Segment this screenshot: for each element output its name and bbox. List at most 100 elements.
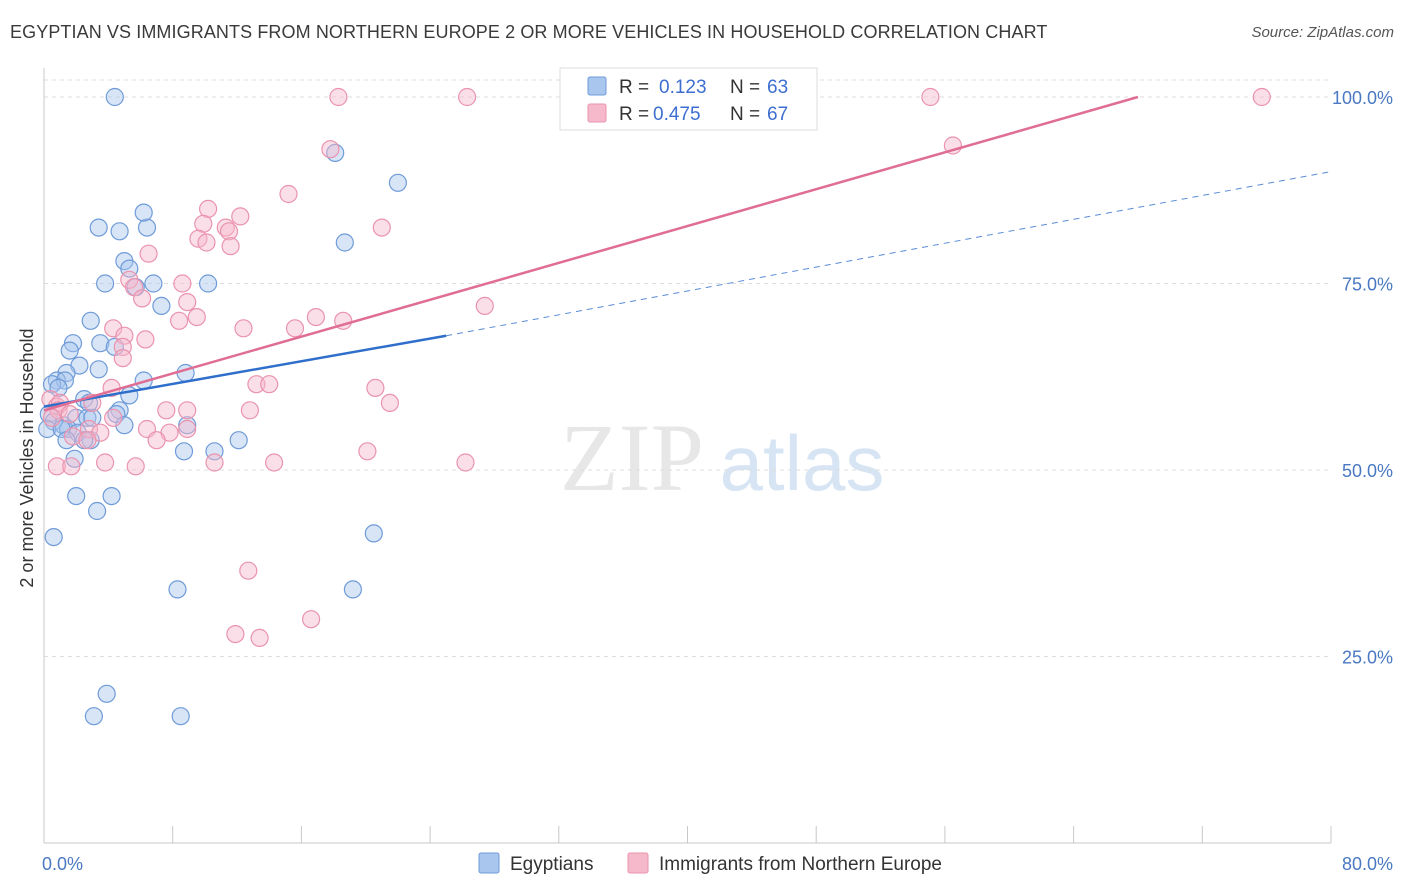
egyptians-point-21 [89, 360, 108, 379]
northern-europe-point-46 [240, 401, 259, 420]
northern-europe-point-66 [239, 561, 258, 580]
egyptians-point-53 [67, 487, 86, 506]
egyptians-point-57 [364, 524, 383, 543]
stats-legend-r-value-northern-europe: 0.475 [653, 104, 701, 125]
egyptians-point-11 [144, 274, 163, 293]
northern-europe-point-62 [95, 453, 115, 472]
watermark-zip: ZIP [560, 404, 704, 511]
northern-europe-point-63 [47, 457, 67, 476]
northern-europe-point-16 [139, 244, 158, 263]
egyptians-point-17 [91, 334, 110, 353]
egyptians-point-58 [168, 580, 187, 599]
y-tick-label-2: 75.0% [1342, 275, 1393, 295]
northern-europe-point-9 [372, 218, 391, 237]
series-legend-swatch-northern-europe [627, 852, 649, 874]
series-northern-europe-points [41, 87, 1271, 648]
northern-europe-point-2 [921, 87, 940, 107]
y-tick-label-0: 25.0% [1342, 648, 1393, 668]
northern-europe-point-36 [366, 378, 385, 397]
chart-source: Source: ZipAtlas.com [1251, 24, 1394, 41]
series-legend-swatch-egyptians [478, 852, 500, 874]
y-tick-label-3: 100.0% [1332, 88, 1393, 108]
stats-legend-r-label-northern-europe: R = [619, 104, 649, 125]
northern-europe-point-21 [178, 293, 197, 312]
watermark-atlas: atlas [720, 419, 885, 507]
northern-europe-point-38 [380, 393, 399, 412]
egyptians-point-2 [388, 173, 407, 192]
northern-europe-point-64 [62, 457, 81, 476]
egyptians-point-61 [84, 707, 104, 726]
northern-europe-point-4 [321, 140, 340, 159]
egyptians-point-22 [57, 363, 76, 383]
northern-europe-point-44 [178, 401, 197, 420]
egyptians-point-0 [105, 87, 124, 107]
stats-legend-n-value-northern-europe: 67 [767, 104, 788, 125]
series-legend-label-egyptians: Egyptians [510, 854, 593, 875]
northern-europe-point-35 [260, 375, 279, 394]
egyptians-point-7 [335, 233, 354, 252]
northern-europe-point-59 [205, 453, 224, 472]
northern-europe-point-49 [104, 408, 123, 427]
northern-europe-point-28 [285, 319, 305, 338]
northern-europe-point-3 [1252, 87, 1271, 107]
northern-europe-point-56 [78, 431, 97, 450]
egyptians-point-5 [137, 218, 157, 237]
series-legend: Egyptians Immigrants from Northern Europ… [478, 852, 942, 875]
egyptians-point-14 [152, 296, 171, 315]
northern-europe-point-58 [358, 442, 377, 461]
northern-europe-point-12 [219, 222, 239, 241]
egyptians-point-42 [178, 416, 197, 435]
northern-europe-point-24 [170, 311, 189, 330]
stats-legend-n-value-egyptians: 63 [767, 77, 788, 98]
egyptians-trend-line-extension [446, 171, 1332, 337]
egyptians-point-4 [110, 222, 129, 241]
northern-europe-point-6 [279, 184, 298, 204]
egyptians-point-19 [60, 341, 79, 360]
egyptians-point-12 [199, 274, 218, 293]
northern-europe-point-60 [265, 453, 284, 472]
chart-title: EGYPTIAN VS IMMIGRANTS FROM NORTHERN EUR… [10, 22, 1048, 42]
egyptians-point-54 [102, 487, 121, 506]
egyptians-point-41 [115, 416, 134, 435]
trend-lines [43, 95, 1332, 412]
northern-europe-trend-line [43, 95, 1139, 412]
stats-legend: R = 0.123 N = 63 R = 0.475 N = 67 [559, 67, 818, 131]
y-tick-labels: 25.0% 50.0% 75.0% 100.0% [1332, 88, 1393, 668]
northern-europe-point-8 [231, 207, 250, 226]
egyptians-point-50 [174, 442, 194, 461]
northern-europe-point-69 [302, 610, 321, 629]
stats-legend-swatch-egyptians [587, 76, 607, 96]
stats-legend-swatch-northern-europe [587, 103, 607, 123]
watermark: ZIP atlas [560, 404, 884, 511]
egyptians-point-39 [83, 408, 102, 427]
northern-europe-point-68 [250, 628, 269, 648]
egyptians-point-62 [171, 707, 190, 726]
egyptians-point-60 [97, 684, 116, 703]
northern-europe-point-30 [136, 330, 155, 349]
egyptians-point-56 [44, 527, 63, 547]
northern-europe-point-55 [63, 427, 83, 446]
northern-europe-point-33 [113, 349, 132, 368]
y-axis-label: 2 or more Vehicles in Household [17, 328, 37, 587]
northern-europe-point-22 [475, 296, 494, 315]
northern-europe-point-20 [133, 289, 152, 308]
northern-europe-point-14 [197, 233, 216, 252]
egyptians-point-55 [87, 501, 107, 521]
northern-europe-point-25 [306, 308, 325, 327]
x-tick-marks [43, 826, 1332, 843]
northern-europe-point-17 [173, 274, 192, 293]
northern-europe-point-1 [458, 87, 477, 107]
egyptians-point-59 [343, 580, 362, 599]
y-tick-label-1: 50.0% [1342, 461, 1393, 481]
northern-europe-point-57 [147, 431, 166, 450]
egyptians-point-10 [95, 274, 115, 293]
northern-europe-point-34 [247, 375, 266, 394]
stats-legend-r-value-egyptians: 0.123 [659, 77, 707, 98]
stats-legend-n-label-egyptians: N = [730, 77, 760, 98]
stats-legend-r-label-egyptians: R = [619, 77, 649, 98]
northern-europe-point-45 [157, 401, 176, 420]
northern-europe-point-23 [187, 308, 206, 327]
northern-europe-point-15 [221, 237, 240, 256]
northern-europe-point-48 [60, 405, 79, 424]
